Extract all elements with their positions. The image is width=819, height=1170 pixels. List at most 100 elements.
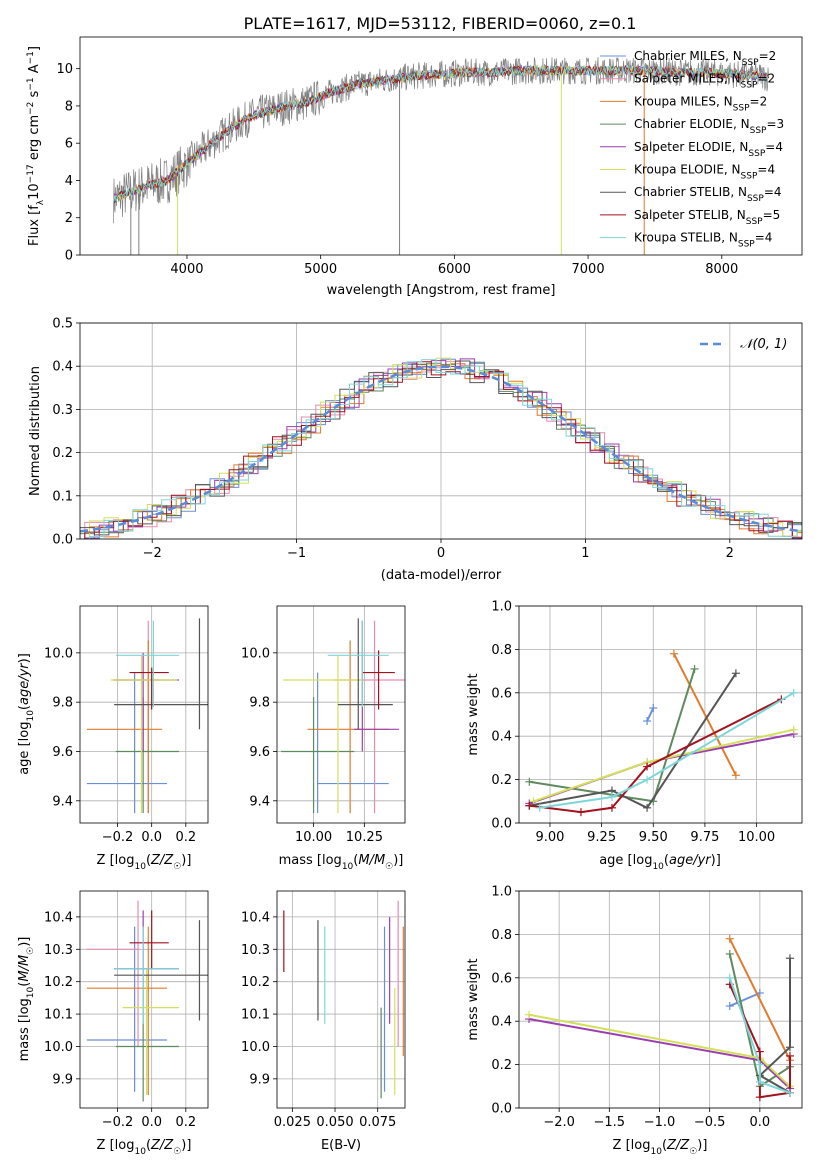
x-tick-label: 9.00 — [536, 830, 565, 845]
y-tick-label: 0 — [65, 249, 73, 264]
label-part: age/yr — [669, 853, 712, 868]
x-tick-label: 0.0 — [141, 1115, 162, 1130]
label-part: 10 — [134, 862, 146, 872]
label-part: SSP — [742, 58, 759, 68]
y-tick-label: 4 — [65, 174, 73, 189]
label-part: λ — [36, 199, 46, 205]
label-part: Z [log — [613, 1138, 651, 1153]
label-part: 10 — [134, 1147, 146, 1157]
weight-line — [529, 672, 737, 810]
label-part: SSP — [746, 217, 763, 227]
y-tick-label: 10.3 — [44, 943, 73, 958]
label-part: 10 — [26, 710, 36, 722]
panel-mass_vs_Z: −0.2 0.0 0.29.910.010.110.210.310.4Z [log1… — [17, 890, 209, 1157]
y-axis-label: age [log10(age/yr)] — [17, 653, 36, 775]
label-part: SSP — [741, 172, 758, 182]
x-axis-label: age [log10(age/yr)] — [599, 853, 721, 872]
x-tick-label: 9.25 — [587, 830, 616, 845]
legend-label: 𝒩(0, 1) — [740, 337, 787, 352]
weight-line — [758, 958, 791, 1094]
y-tick-label: 9.8 — [249, 696, 270, 711]
y-tick-label: 0.0 — [491, 817, 512, 832]
label-part: Salpeter MILES, N — [634, 72, 741, 86]
label-part: Salpeter ELODIE, N — [634, 140, 748, 154]
legend-label: Kroupa STELIB, NSSP=4 — [634, 231, 772, 250]
y-tick-label: 8 — [65, 99, 73, 114]
plot-area — [86, 618, 208, 814]
legend-label: Salpeter ELODIE, NSSP=4 — [634, 140, 783, 159]
label-part: )] — [181, 1138, 191, 1153]
legend-label: Chabrier STELIB, NSSP=4 — [634, 185, 782, 204]
weight-line — [673, 653, 737, 776]
y-tick-label: 0.0 — [52, 533, 73, 548]
legend-label: Salpeter MILES, NSSP=2 — [634, 72, 775, 91]
label-part: ( — [664, 853, 669, 868]
x-tick-label: 7000 — [572, 262, 605, 277]
label-part: =5 — [763, 208, 781, 222]
y-tick-label: 0.5 — [52, 317, 73, 332]
x-tick-label: 1 — [581, 546, 589, 561]
panel-spectrum: 4000 5000 6000 7000 8000 0 2 4 6 8 10 Chabrier MILE… — [26, 36, 803, 298]
x-tick-label: 5000 — [304, 262, 337, 277]
y-tick-label: 10.1 — [44, 1008, 73, 1023]
panel-weight_vs_age: 9.00 9.25 9.50 9.75 10.00 0.0 0.2 0.4 0.6 0.8 1.0 m… — [466, 600, 803, 872]
y-tick-label: 0.4 — [491, 1015, 512, 1030]
label-part: M/M — [17, 955, 32, 982]
label-part: 10 — [26, 986, 36, 998]
weight-line — [528, 733, 794, 805]
panel-age_vs_Z: −0.2 0.0 0.29.49.69.810.0Z [log10(Z/Z☉)]ag… — [17, 605, 209, 872]
legend-label: Chabrier ELODIE, NSSP=3 — [634, 117, 784, 136]
weight-line — [539, 691, 795, 809]
label-part: Z/Z — [150, 853, 174, 868]
legend-label: Kroupa ELODIE, NSSP=4 — [634, 163, 775, 182]
model-fit-line — [113, 64, 769, 204]
y-tick-label: 10.4 — [241, 910, 270, 925]
histogram-step — [89, 359, 802, 539]
x-tick-label: −1.5 — [594, 1115, 626, 1130]
axes-frame — [518, 605, 803, 824]
y-tick-label: 0.2 — [491, 1058, 512, 1073]
label-part: Chabrier ELODIE, N — [634, 117, 750, 131]
label-part: =3 — [766, 117, 784, 131]
axes-frame — [276, 890, 406, 1109]
label-part: =4 — [764, 185, 782, 199]
label-part: s — [27, 90, 42, 101]
x-tick-label: 0.025 — [274, 1115, 311, 1130]
label-part: SSP — [733, 103, 750, 113]
x-tick-label: 10.00 — [738, 830, 775, 845]
y-tick-label: 6 — [65, 137, 73, 152]
x-tick-label: 0.2 — [175, 830, 196, 845]
label-part: =2 — [757, 72, 775, 86]
weight-line — [728, 977, 791, 1094]
label-part: SSP — [738, 240, 755, 250]
label-part: M/M — [358, 853, 385, 868]
label-part: ☉ — [173, 862, 181, 872]
label-part: Z/Z — [666, 1138, 690, 1153]
x-axis-label: Z [log10(Z/Z☉)] — [613, 1138, 708, 1157]
label-part: =2 — [759, 49, 777, 63]
x-axis-label: Z [log10(Z/Z☉)] — [97, 1138, 192, 1157]
label-part: age [log — [17, 722, 32, 775]
x-tick-label: 0.075 — [359, 1115, 396, 1130]
y-tick-label: 10.3 — [241, 943, 270, 958]
axes-frame — [79, 890, 209, 1109]
y-tick-label: 10.2 — [241, 975, 270, 990]
y-tick-label: 9.6 — [249, 745, 270, 760]
label-part: age/yr — [17, 662, 32, 705]
model-fit-line — [113, 64, 769, 204]
label-part: ☉ — [385, 862, 393, 872]
histogram-step — [84, 361, 802, 539]
model-fit-line — [113, 64, 769, 204]
label-part: )] — [181, 853, 191, 868]
y-tick-label: 0.2 — [491, 773, 512, 788]
y-tick-label: 0.3 — [52, 403, 73, 418]
x-tick-label: 0.0 — [750, 1115, 771, 1130]
label-part: )] — [17, 653, 32, 663]
label-part: 10 — [342, 862, 354, 872]
x-axis-label: (data-model)/error — [381, 568, 502, 583]
x-tick-label: 6000 — [438, 262, 471, 277]
y-tick-label: 9.4 — [249, 794, 270, 809]
y-tick-label: 10.0 — [241, 1040, 270, 1055]
panel-age_vs_mass: 10.00 10.25 9.4 9.6 9.8 10.0 mass [log10(M/M☉)… — [241, 605, 406, 872]
